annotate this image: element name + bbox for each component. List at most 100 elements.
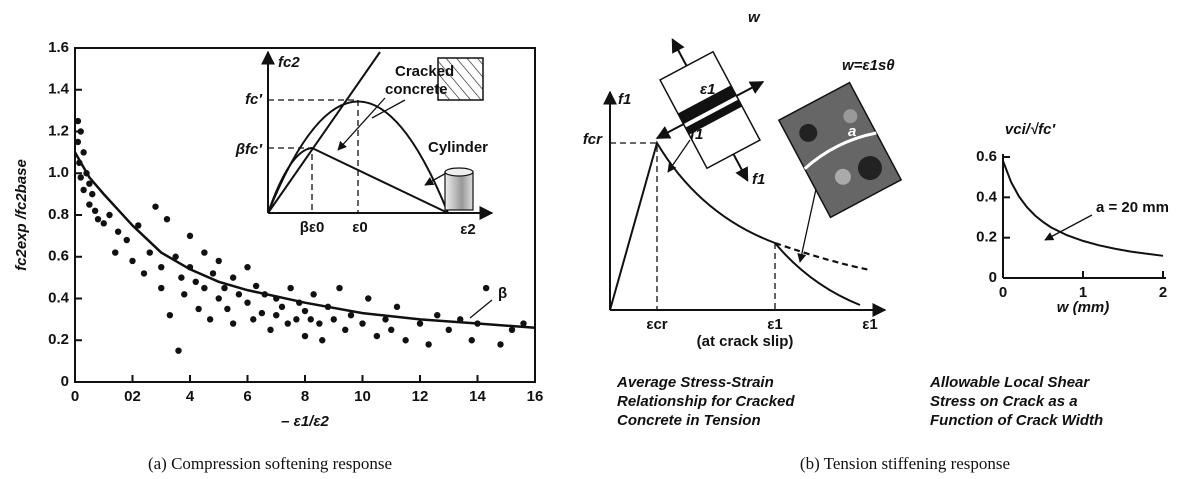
crack-a: a	[848, 123, 856, 140]
point	[186, 232, 194, 240]
y-tick-label: 0.6	[976, 148, 997, 165]
y-axis-label: vci/√fc′	[1005, 121, 1057, 138]
point	[365, 295, 372, 302]
point	[77, 128, 84, 135]
y-tick-label: 1.0	[48, 164, 69, 181]
point	[135, 222, 142, 229]
point	[229, 320, 237, 327]
point	[307, 316, 314, 323]
point	[221, 284, 228, 292]
point	[445, 326, 452, 334]
point	[497, 341, 504, 348]
point	[244, 299, 251, 306]
y-tick-label: 0	[61, 373, 69, 390]
point	[175, 347, 182, 354]
point	[310, 291, 317, 298]
cracked-icon	[437, 57, 484, 101]
point	[163, 215, 171, 223]
annotation-arrow	[1044, 214, 1093, 241]
point	[293, 316, 300, 323]
y-tick-label: 0.2	[976, 229, 997, 246]
point	[112, 249, 119, 256]
point	[388, 326, 395, 334]
point	[206, 316, 214, 323]
point	[235, 291, 243, 298]
element-e1: ε1	[700, 81, 716, 98]
y-tick-label: 0	[989, 269, 997, 286]
ss-ecr: εcr	[646, 316, 667, 333]
inset-e0: ε0	[352, 219, 367, 236]
point	[129, 257, 136, 265]
point	[74, 138, 82, 146]
point	[258, 309, 266, 317]
point	[192, 278, 199, 285]
point	[250, 316, 257, 323]
ss-slip: (at crack slip)	[697, 333, 794, 350]
x-tick-label: 16	[527, 388, 544, 405]
inset-y-label: fc2	[278, 54, 300, 71]
caption: Allowable Local Shear	[929, 374, 1090, 391]
point	[316, 320, 323, 327]
ss-caption: Relationship for Cracked	[617, 393, 795, 410]
point	[152, 203, 159, 210]
point	[123, 236, 130, 244]
ss-arrow	[667, 139, 691, 173]
y-tick-label: 0.2	[48, 331, 69, 348]
curve-arrow	[469, 299, 493, 319]
point	[402, 337, 409, 344]
ss-x-label: ε1	[862, 316, 877, 333]
inset: fc2 fc′ βfc′ βε0 ε0 ε2 Cracked concrete …	[235, 50, 494, 238]
point	[278, 303, 286, 311]
point	[229, 274, 237, 281]
ss-guides	[610, 142, 776, 310]
inset-be0: βε0	[300, 219, 325, 236]
curve	[1002, 160, 1164, 257]
element-w: w	[748, 9, 761, 26]
element-f1: f1	[752, 171, 765, 188]
point	[146, 249, 153, 256]
point	[393, 303, 401, 311]
inset-arrow	[371, 99, 406, 119]
point	[106, 211, 113, 219]
x-tick-label: 02	[124, 388, 141, 405]
annotation: a = 20 mm	[1096, 199, 1169, 216]
point	[172, 253, 179, 260]
point	[80, 186, 87, 194]
point	[178, 274, 185, 281]
caption: Function of Crack Width	[930, 412, 1103, 429]
inset-fc: fc′	[245, 91, 263, 108]
element	[655, 38, 765, 182]
point	[287, 284, 294, 292]
y-tick-label: 0.8	[48, 206, 69, 223]
point	[319, 337, 326, 344]
x-axis-label: w (mm)	[1057, 299, 1110, 316]
inset-arrow	[337, 97, 386, 151]
point	[86, 180, 93, 187]
inset-diagonal	[267, 51, 381, 214]
element-f1: f1	[690, 126, 703, 143]
inset-x-label: ε2	[460, 221, 475, 238]
ss-curve-slip	[774, 242, 861, 306]
crack-w: w=ε1sθ	[842, 57, 895, 74]
x-tick-label: 6	[243, 388, 251, 405]
cylinder-top	[444, 167, 474, 177]
point	[520, 320, 527, 327]
point	[166, 312, 174, 319]
point	[140, 270, 148, 277]
x-tick-label: 1	[1079, 284, 1087, 301]
x-tick-label: 2	[1159, 284, 1167, 301]
x-axis-label: – ε1/ε2	[281, 413, 329, 430]
ss-fcr: fcr	[583, 131, 603, 148]
y-tick-label: 1.4	[48, 81, 70, 98]
inset-guides	[268, 99, 359, 213]
point	[86, 201, 93, 208]
point	[201, 284, 208, 292]
y-tick-label: 1.2	[48, 122, 69, 139]
point	[425, 341, 432, 348]
point	[267, 326, 274, 334]
ss-caption: Concrete in Tension	[617, 412, 761, 429]
inset-cracked: concrete	[385, 81, 448, 98]
point	[301, 332, 309, 340]
curve-label: β	[498, 285, 507, 302]
point	[224, 305, 231, 313]
